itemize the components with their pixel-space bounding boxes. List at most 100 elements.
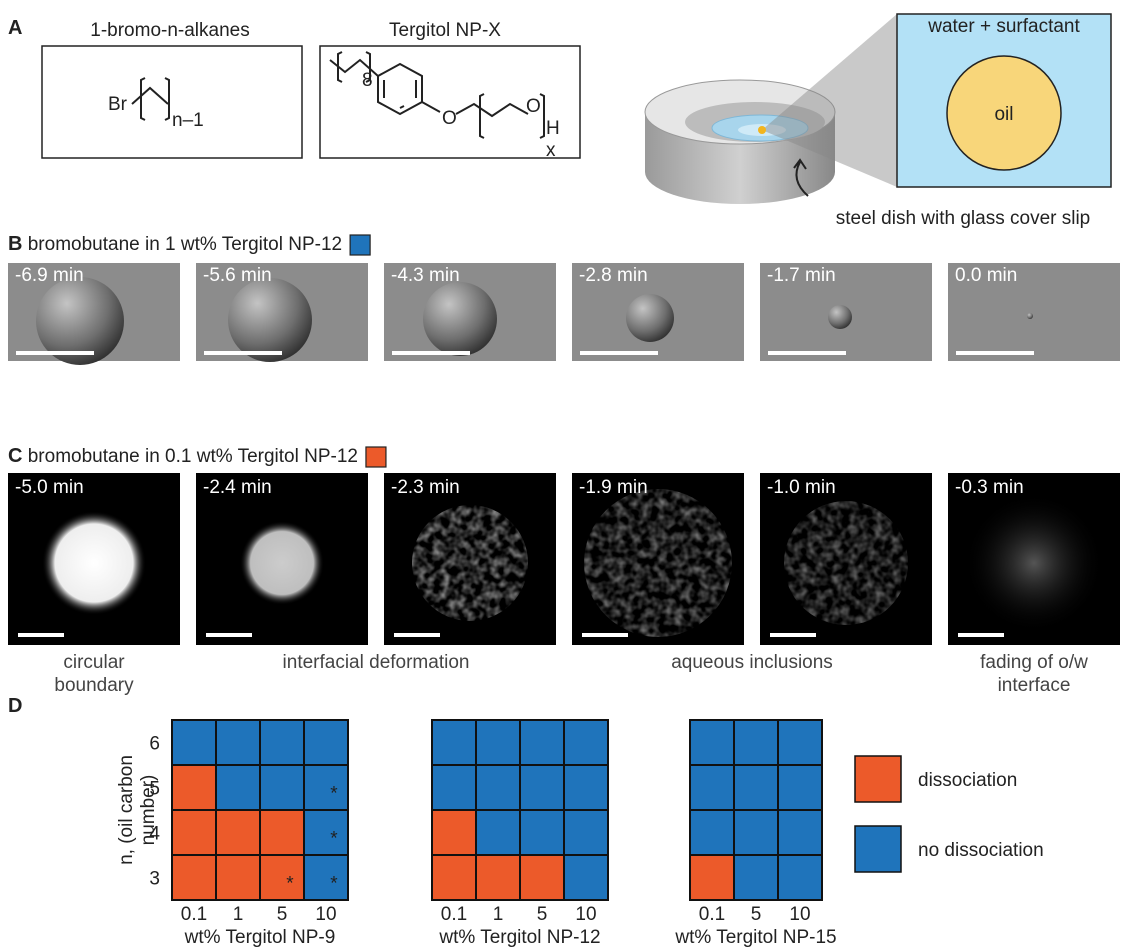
droplet: [584, 489, 732, 637]
grid-cell: [520, 855, 564, 900]
cell-note: *: [286, 874, 294, 895]
grid-cell: [432, 765, 476, 810]
grid-cell: [734, 855, 778, 900]
grid-cell: [734, 720, 778, 765]
scale-bar: [958, 633, 1004, 637]
grid-cell: [476, 720, 520, 765]
x-tick-label: 5: [537, 904, 548, 925]
droplet: [42, 511, 146, 615]
panel-label: A: [8, 17, 22, 39]
caption: aqueous inclusions: [671, 652, 833, 673]
time-label: -5.0 min: [15, 477, 84, 498]
legend-label: dissociation: [918, 770, 1017, 791]
x-axis-label: wt% Tergitol NP-12: [438, 927, 600, 948]
caption: fading of o/w: [980, 652, 1088, 673]
scale-bar: [392, 351, 470, 355]
x-tick-label: 1: [233, 904, 244, 925]
box-title: Tergitol NP-X: [389, 20, 501, 41]
droplet: [828, 305, 852, 329]
panel-title: B bromobutane in 1 wt% Tergitol NP-12: [8, 233, 342, 255]
time-label: -6.9 min: [15, 265, 84, 286]
y-tick-label: 3: [149, 869, 160, 890]
grid-cell: [432, 855, 476, 900]
grid-cell: [216, 765, 260, 810]
droplet: [423, 282, 497, 356]
grid-cell: [304, 765, 348, 810]
scale-bar: [394, 633, 440, 637]
grid-cell: [216, 810, 260, 855]
cell-note: *: [330, 874, 338, 895]
panel-title: C bromobutane in 0.1 wt% Tergitol NP-12: [8, 445, 358, 467]
x-tick-label: 1: [493, 904, 504, 925]
droplet: [626, 294, 674, 342]
dynamic: -6.9 min-5.6 min-4.3 min-2.8 min-1.7 min…: [8, 263, 1120, 948]
x-tick-label: 10: [789, 904, 810, 925]
grid-cell: [216, 720, 260, 765]
droplet: [240, 521, 324, 605]
time-label: -2.4 min: [203, 477, 272, 498]
droplet: [1027, 313, 1033, 319]
droplet: [412, 505, 528, 621]
scale-bar: [582, 633, 628, 637]
scale-bar: [206, 633, 252, 637]
grid-cell: [304, 855, 348, 900]
grid-cell: [476, 810, 520, 855]
time-label: -2.3 min: [391, 477, 460, 498]
legend-swatch: [855, 756, 901, 802]
grid-cell: [432, 720, 476, 765]
caption: interface: [998, 675, 1071, 696]
x-tick-label: 0.1: [699, 904, 725, 925]
time-label: -1.7 min: [767, 265, 836, 286]
grid-cell: [734, 810, 778, 855]
grid-cell: [690, 810, 734, 855]
y-tick-label: 5: [149, 779, 160, 800]
scale-bar: [18, 633, 64, 637]
cell-note: *: [330, 829, 338, 850]
grid-cell: [260, 765, 304, 810]
chem-bond: [330, 52, 544, 138]
chem-bond: [132, 78, 169, 120]
time-label: 0.0 min: [955, 265, 1017, 286]
figure: A 1-bromo-n-alkanes Br n–1 Tergitol NP-X…: [0, 0, 1123, 949]
grid-cell: [216, 855, 260, 900]
box: [42, 46, 302, 158]
scale-bar: [204, 351, 282, 355]
grid-cell: [520, 810, 564, 855]
grid-cell: [260, 720, 304, 765]
swatch: [350, 235, 370, 255]
grid-cell: [690, 855, 734, 900]
x-tick-label: 5: [751, 904, 762, 925]
grid-cell: [432, 810, 476, 855]
caption: interfacial deformation: [283, 652, 470, 673]
time-label: -5.6 min: [203, 265, 272, 286]
droplet: [784, 501, 908, 625]
scale-bar: [770, 633, 816, 637]
x-axis-label: wt% Tergitol NP-15: [674, 927, 836, 948]
grid-cell: [172, 855, 216, 900]
x-tick-label: 0.1: [441, 904, 467, 925]
grid-cell: [476, 765, 520, 810]
chem-label: H: [546, 118, 560, 139]
scale-bar: [16, 351, 94, 355]
chem-label: O: [442, 108, 457, 129]
x-tick-label: 5: [277, 904, 288, 925]
grid-cell: [304, 810, 348, 855]
panel-label: B: [8, 233, 22, 255]
y-tick-label: 4: [149, 824, 160, 845]
grid-cell: [304, 720, 348, 765]
grid-cell: [260, 855, 304, 900]
droplet: [228, 278, 312, 362]
grid-cell: [172, 765, 216, 810]
time-label: -1.0 min: [767, 477, 836, 498]
droplet: [964, 493, 1104, 633]
caption: boundary: [54, 675, 134, 696]
oil-label: oil: [994, 104, 1013, 125]
box: [320, 46, 580, 158]
grid-cell: [778, 765, 822, 810]
chem-label: n–1: [172, 110, 204, 131]
y-tick-label: 6: [149, 734, 160, 755]
title: bromobutane in 1 wt% Tergitol NP-12: [28, 234, 342, 255]
grid-cell: [564, 810, 608, 855]
grid-cell: [778, 810, 822, 855]
zoom-label: water + surfactant: [927, 16, 1080, 37]
